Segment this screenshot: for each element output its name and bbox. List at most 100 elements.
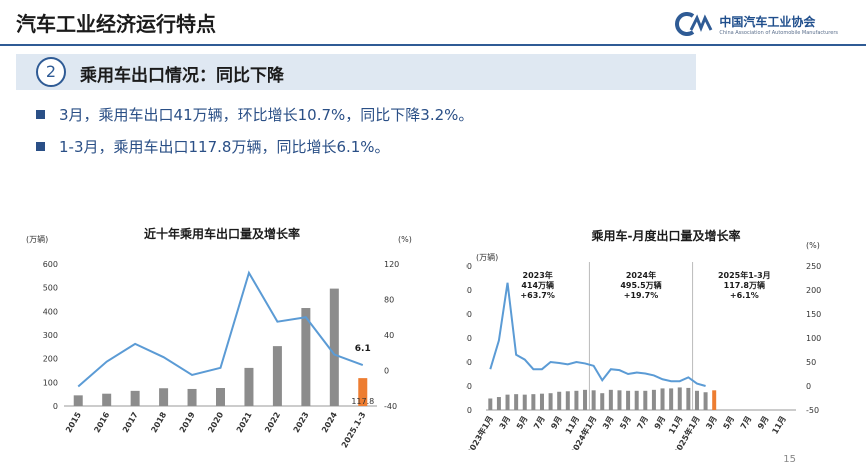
bar — [712, 390, 717, 410]
bullet-text: 1-3月，乘用车出口117.8万辆，同比增长6.1%。 — [59, 138, 390, 156]
left-axis-unit: (万辆) — [26, 234, 48, 244]
left-tick-label: 200 — [43, 355, 58, 364]
period-annotation: +6.1% — [730, 291, 759, 300]
bar — [617, 390, 622, 410]
bar — [329, 288, 339, 406]
bar — [159, 388, 169, 406]
x-tick-label: 11月 — [770, 415, 787, 436]
chart-title: 近十年乘用车出口量及增长率 — [144, 226, 300, 241]
period-annotation: 117.8万辆 — [724, 280, 765, 290]
period-annotation: +19.7% — [624, 291, 658, 300]
x-tick-label: 3月 — [704, 415, 719, 431]
logo-english: China Association of Automobile Manufact… — [719, 29, 838, 36]
bar — [660, 388, 665, 410]
x-tick-label: 3月 — [498, 415, 513, 431]
bullet-square-icon — [36, 142, 45, 151]
right-tick-label: -50 — [806, 406, 819, 415]
bar — [651, 389, 656, 410]
x-tick-label: 2023年1月 — [466, 414, 495, 450]
bar — [130, 390, 140, 406]
bar — [244, 367, 254, 406]
left-tick-label: 600 — [43, 260, 58, 269]
page-title: 汽车工业经济运行特点 — [16, 12, 216, 36]
right-tick-label: 200 — [806, 286, 821, 295]
monthly-export-chart: 乘用车-月度出口量及增长率 (万辆) (%) 0 50 100 150 200 250 300 -5… — [457, 222, 856, 457]
bar — [505, 394, 510, 410]
left-tick-label: 0 — [467, 406, 472, 415]
bar — [301, 308, 311, 406]
x-tick-label: 11月 — [564, 415, 581, 436]
growth-line — [489, 282, 706, 387]
bullet-item: 3月，乘用车出口41万辆，环比增长10.7%，同比下降3.2%。 — [36, 104, 473, 125]
bar — [496, 397, 501, 410]
left-tick-label: 300 — [466, 262, 472, 271]
bar-value-label: 117.8 — [351, 397, 374, 406]
x-tick-label: 2019 — [178, 410, 197, 434]
right-axis-unit: (%) — [398, 235, 412, 244]
bar — [522, 394, 527, 410]
period-annotation: 2025年1-3月 — [718, 270, 771, 280]
left-tick-label: 100 — [466, 358, 472, 367]
bullet-text: 3月，乘用车出口41万辆，环比增长10.7%，同比下降3.2%。 — [59, 106, 474, 124]
x-tick-label: 9月 — [653, 415, 668, 431]
bullet-item: 1-3月，乘用车出口117.8万辆，同比增长6.1%。 — [36, 136, 390, 157]
bar — [694, 390, 699, 410]
line-value-label: 6.1 — [355, 344, 371, 354]
bar — [583, 389, 588, 410]
x-tick-label: 5月 — [722, 415, 737, 431]
x-tick-label: 2023 — [292, 411, 311, 435]
left-tick-label: 400 — [43, 307, 58, 316]
section-title: 乘用车出口情况：同比下降 — [80, 66, 284, 86]
x-tick-label: 2022 — [263, 411, 282, 435]
x-tick-label: 2015 — [64, 410, 83, 434]
bar — [703, 392, 708, 410]
header-divider — [0, 44, 866, 46]
section-number: 2 — [36, 57, 66, 87]
x-tick-label: 7月 — [532, 415, 547, 431]
bar — [600, 393, 605, 410]
bar — [514, 394, 519, 410]
bar — [565, 391, 570, 410]
period-annotation: +63.7% — [520, 291, 554, 300]
x-tick-label: 7月 — [739, 415, 754, 431]
logo-name: 中国汽车工业协会 — [719, 14, 816, 29]
x-tick-label: 5月 — [515, 415, 530, 431]
annual-export-chart-svg: 近十年乘用车出口量及增长率(万辆) (%)0100200300400500600-… — [26, 226, 412, 450]
bar — [488, 398, 493, 410]
chart-title: 乘用车-月度出口量及增长率 — [591, 228, 741, 243]
bar — [608, 389, 613, 410]
bar — [574, 390, 579, 410]
bar — [677, 387, 682, 410]
bar — [102, 393, 112, 406]
page-number: 15 — [783, 454, 796, 465]
bar — [686, 387, 691, 410]
bar — [548, 393, 553, 410]
logo: 中国汽车工业协会 China Association of Automobile… — [675, 12, 838, 36]
right-tick-label: 150 — [806, 310, 821, 319]
caam-logo-icon — [675, 12, 713, 36]
right-tick-label: -40 — [384, 402, 397, 411]
left-tick-label: 50 — [466, 382, 472, 391]
period-annotation: 495.5万辆 — [620, 280, 661, 290]
bar — [358, 378, 368, 406]
x-tick-label: 7月 — [635, 415, 650, 431]
right-tick-label: 0 — [384, 367, 389, 376]
x-tick-label: 2025.1-3 — [340, 411, 368, 450]
bullet-square-icon — [36, 110, 45, 119]
x-tick-label: 2024 — [320, 410, 339, 434]
bar — [626, 390, 631, 410]
left-tick-label: 0 — [53, 402, 58, 411]
bar — [531, 394, 536, 410]
left-tick-label: 100 — [43, 378, 58, 387]
bar — [557, 391, 562, 410]
growth-line — [77, 270, 364, 388]
x-tick-label: 9月 — [549, 415, 564, 431]
bar — [539, 393, 544, 410]
x-tick-label: 3月 — [601, 415, 616, 431]
right-tick-label: 40 — [384, 331, 394, 340]
right-axis-unit: (%) — [806, 241, 820, 250]
period-annotation: 2024年 — [626, 270, 656, 280]
x-tick-label: 2018 — [149, 410, 168, 434]
x-tick-label: 2020 — [206, 410, 225, 434]
bar — [216, 388, 225, 406]
